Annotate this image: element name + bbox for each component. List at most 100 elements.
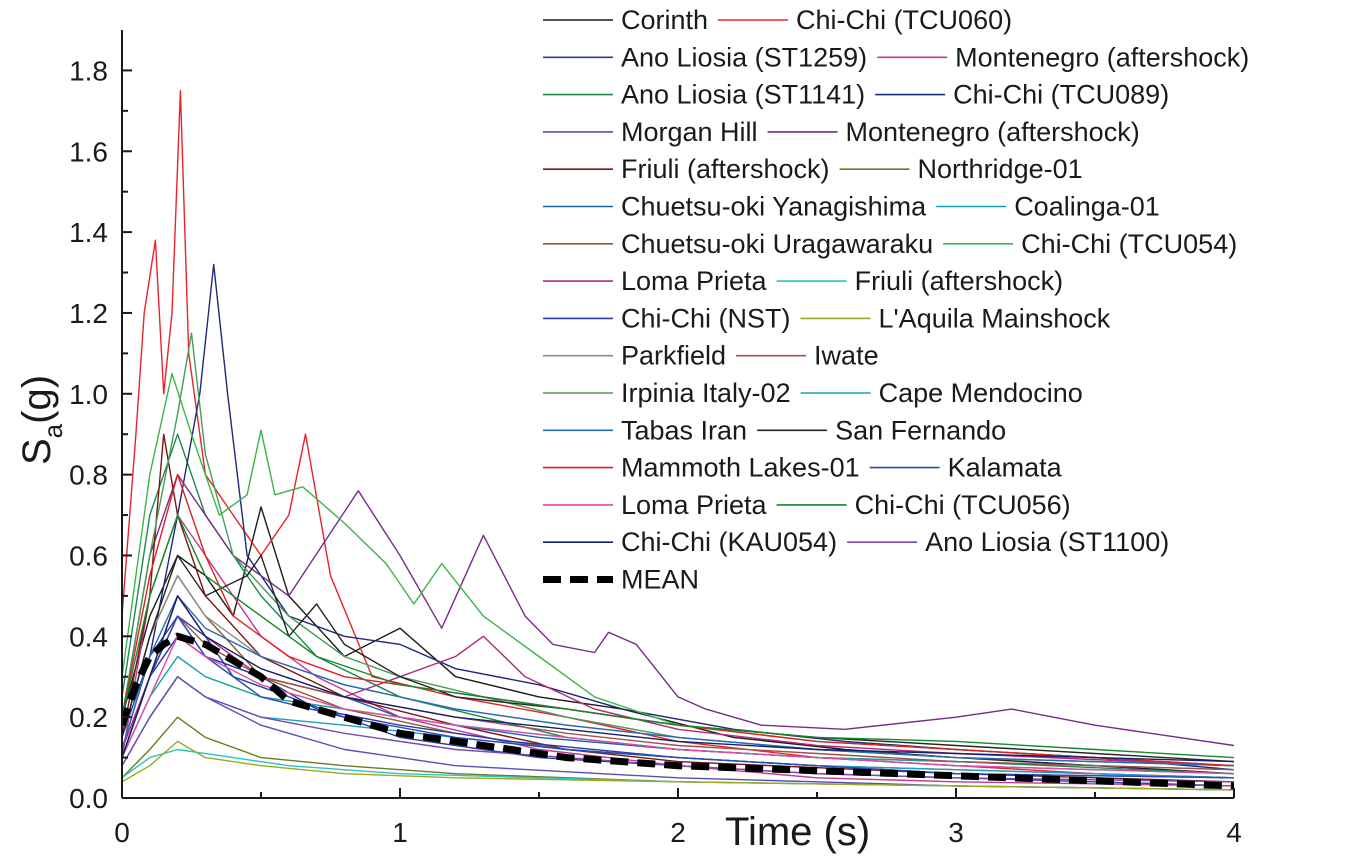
series-line-27 [122, 635, 1234, 775]
legend-label: Chi-Chi (KAU054) [621, 527, 837, 557]
legend-label: Chuetsu-oki Yanagishima [621, 192, 927, 222]
series-line-26 [122, 615, 1234, 779]
legend-item: Mammoth Lakes-01 [543, 453, 860, 483]
legend-item: Ano Liosia (ST1100) [847, 527, 1169, 557]
series-line-6 [122, 263, 1234, 771]
legend-label: Iwate [814, 341, 879, 371]
legend-label: Mammoth Lakes-01 [621, 453, 860, 483]
x-tick-label: 2 [670, 817, 686, 848]
legend-item: Iwate [736, 341, 879, 371]
legend-label: Chuetsu-oki Uragawaraku [621, 229, 933, 259]
legend-label: Chi-Chi (TCU060) [796, 5, 1012, 35]
y-axis-title-unit: (g) [15, 375, 59, 424]
legend-item: Friuli (aftershock) [543, 154, 830, 184]
legend-item: Cape Mendocino [800, 378, 1083, 408]
legend-label: Friuli (aftershock) [855, 266, 1064, 296]
legend-label: Morgan Hill [621, 117, 758, 147]
legend-item: Chi-Chi (TCU060) [718, 5, 1012, 35]
legend-label: Parkfield [621, 341, 726, 371]
series-line-8 [122, 473, 1234, 747]
legend-item: Chi-Chi (TCU089) [875, 80, 1169, 110]
y-tick-label: 0.6 [69, 540, 108, 571]
legend-item: Kalamata [869, 453, 1063, 483]
series-line-9 [122, 433, 1234, 783]
svg-text:Sa(g): Sa(g) [15, 375, 68, 465]
legend-item: Loma Prieta [543, 490, 768, 520]
legend-item: Chuetsu-oki Uragawaraku [543, 229, 933, 259]
y-axis-title-main: S [15, 438, 59, 465]
legend-item: Chi-Chi (TCU056) [776, 490, 1071, 520]
mean-layer [122, 632, 1234, 790]
legend-item: San Fernando [757, 415, 1006, 445]
legend-item: Corinth [543, 5, 708, 35]
legend-item: L'Aquila Mainshock [800, 303, 1111, 333]
series-line-12 [122, 655, 1234, 771]
legend-item: MEAN [543, 565, 699, 595]
y-axis-title-sub: a [38, 423, 68, 438]
series-line-15 [122, 595, 1234, 767]
legend-label: Friuli (aftershock) [621, 154, 830, 184]
legend-item: Coalinga-01 [936, 192, 1160, 222]
legend: Corinth Chi-Chi (TCU060) Ano Liosia (ST125… [543, 5, 1249, 595]
y-axis-title: Sa(g) [15, 375, 68, 465]
legend-label: Loma Prieta [621, 266, 768, 296]
x-tick-label: 3 [948, 817, 964, 848]
mean-line [122, 632, 1234, 790]
legend-label: Chi-Chi (TCU054) [1021, 229, 1237, 259]
legend-label: Coalinga-01 [1014, 192, 1160, 222]
y-tick-label: 0.4 [69, 621, 108, 652]
legend-item: Morgan Hill [543, 117, 758, 147]
x-tick-label: 1 [392, 817, 408, 848]
legend-item: Tabas Iran [543, 415, 747, 445]
y-tick-label: 1.2 [69, 298, 108, 329]
legend-label: Ano Liosia (ST1100) [925, 527, 1169, 557]
y-tick-label: 1.4 [69, 217, 108, 248]
legend-label: Irpinia Italy-02 [621, 378, 791, 408]
legend-item: Chi-Chi (NST) [543, 303, 791, 333]
series-line-28 [122, 514, 1234, 759]
y-tick-label: 0.0 [69, 783, 108, 814]
y-tick-label: 1.6 [69, 136, 108, 167]
legend-label: Loma Prieta [621, 490, 768, 520]
y-tick-label: 1.0 [69, 379, 108, 410]
legend-item: Northridge-01 [839, 154, 1083, 184]
legend-label: Montenegro (aftershock) [846, 117, 1140, 147]
series-line-29 [122, 595, 1234, 763]
legend-label: Chi-Chi (NST) [621, 303, 791, 333]
legend-label: Corinth [621, 5, 708, 35]
legend-label: Cape Mendocino [879, 378, 1083, 408]
y-tick-label: 0.2 [69, 702, 108, 733]
legend-item: Loma Prieta [543, 266, 768, 296]
legend-item: Ano Liosia (ST1259) [543, 42, 867, 72]
legend-item: Chuetsu-oki Yanagishima [543, 192, 927, 222]
series-line-18 [122, 740, 1234, 791]
legend-label: Ano Liosia (ST1141) [621, 80, 865, 110]
legend-label: L'Aquila Mainshock [879, 303, 1111, 333]
x-tick-label: 4 [1226, 817, 1242, 848]
legend-item: Chi-Chi (KAU054) [543, 527, 837, 557]
legend-label: Kalamata [948, 453, 1063, 483]
legend-label: San Fernando [835, 415, 1006, 445]
legend-item: Chi-Chi (TCU054) [943, 229, 1237, 259]
series-line-25 [122, 473, 1234, 767]
legend-label: MEAN [621, 565, 699, 595]
y-tick-label: 1.8 [69, 55, 108, 86]
legend-item: Montenegro (aftershock) [767, 117, 1140, 147]
legend-item: Parkfield [543, 341, 726, 371]
legend-label: Tabas Iran [621, 415, 747, 445]
legend-item: Friuli (aftershock) [776, 266, 1064, 296]
series-layer [122, 89, 1234, 791]
legend-item: Irpinia Italy-02 [543, 378, 791, 408]
x-axis-title: Time (s) [725, 810, 870, 854]
series-line-23 [122, 595, 1234, 767]
x-tick-label: 0 [114, 817, 130, 848]
legend-item: Montenegro (aftershock) [877, 42, 1249, 72]
series-line-24 [122, 554, 1234, 763]
legend-label: Chi-Chi (TCU089) [953, 80, 1169, 110]
y-tick-label: 0.8 [69, 460, 108, 491]
legend-label: Chi-Chi (TCU056) [855, 490, 1071, 520]
legend-label: Northridge-01 [918, 154, 1083, 184]
axes: 0 1 2 3 4 0.0 0.2 0.4 0.6 0.8 1.0 1.2 1.4 1.6 1.8 [69, 30, 1242, 848]
